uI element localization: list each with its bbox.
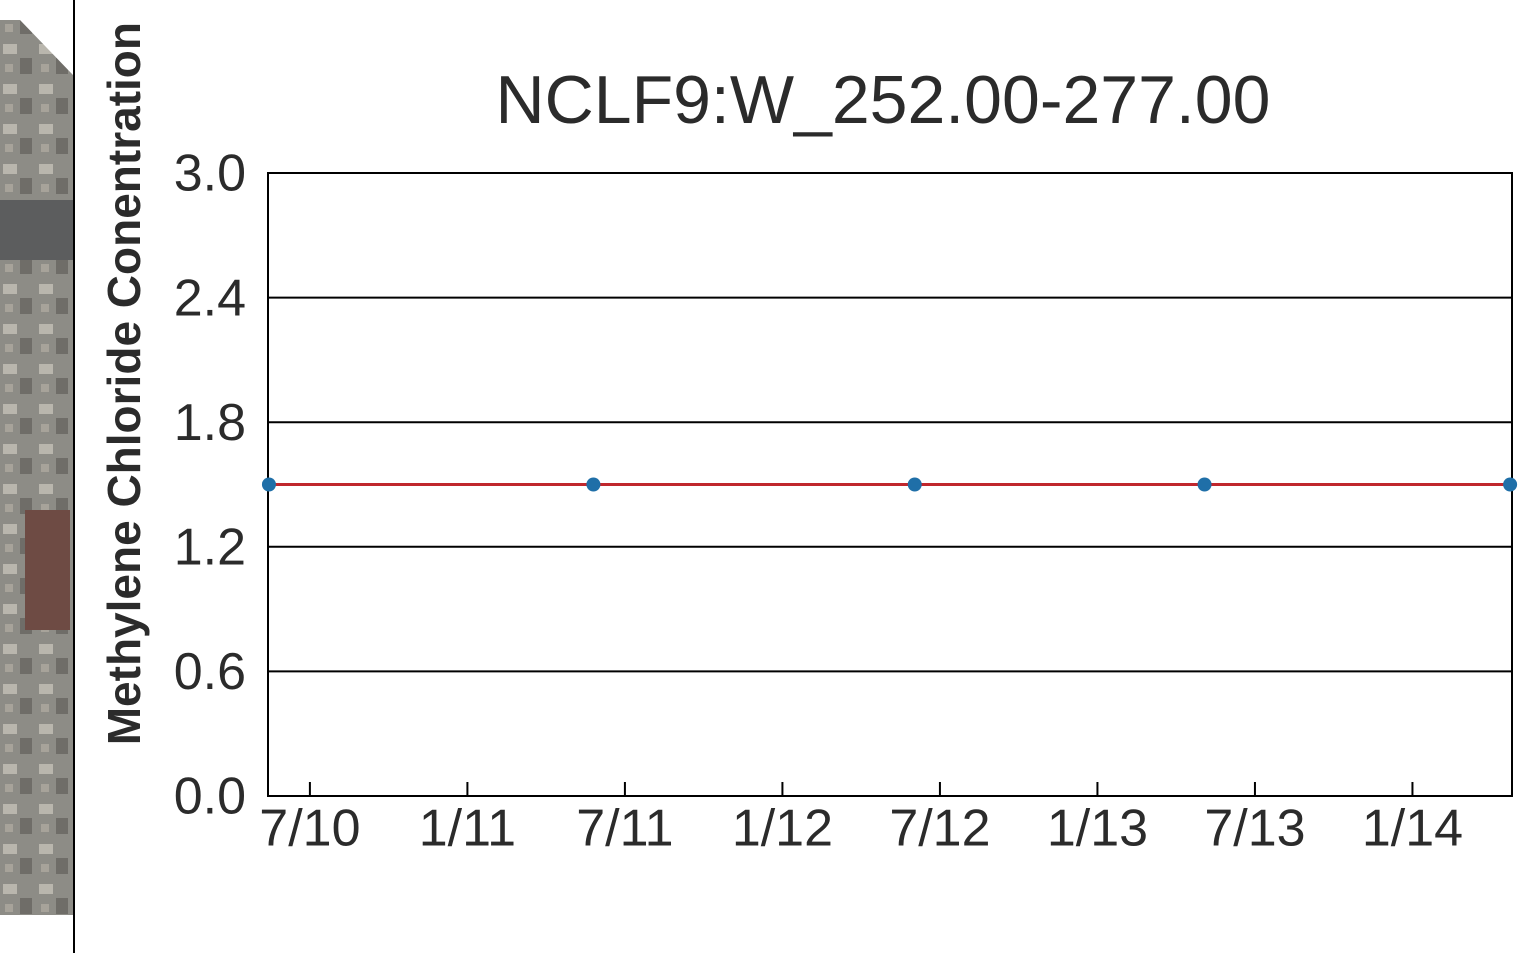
data-point <box>907 477 922 492</box>
map-roof <box>25 510 70 630</box>
y-tick-label: 3.0 <box>174 145 246 203</box>
x-tick-label: 1/12 <box>732 800 833 858</box>
x-tick-label: 1/13 <box>1047 800 1148 858</box>
y-tick-label: 1.8 <box>174 394 246 452</box>
x-tick-label: 7/12 <box>889 800 990 858</box>
y-tick-label: 1.2 <box>174 519 246 577</box>
x-tick-label: 1/11 <box>419 800 516 858</box>
x-tick-label: 7/10 <box>259 800 360 858</box>
y-axis-label: Methylene Chloride Conentration <box>98 22 150 745</box>
y-tick-label: 0.6 <box>174 643 246 701</box>
map-road <box>0 200 73 260</box>
map-mask <box>0 0 73 75</box>
y-tick-label: 0.0 <box>174 768 246 826</box>
chart-title: NCLF9:W_252.00-277.00 <box>496 62 1271 138</box>
data-point <box>1197 477 1212 492</box>
x-tick-label: 7/11 <box>576 800 673 858</box>
map-image <box>0 0 73 915</box>
data-point <box>261 477 276 492</box>
y-tick-label: 2.4 <box>174 269 246 327</box>
x-tick-label: 1/14 <box>1362 800 1463 858</box>
x-tick-label: 7/13 <box>1204 800 1305 858</box>
data-point <box>586 477 601 492</box>
data-point <box>1503 477 1518 492</box>
